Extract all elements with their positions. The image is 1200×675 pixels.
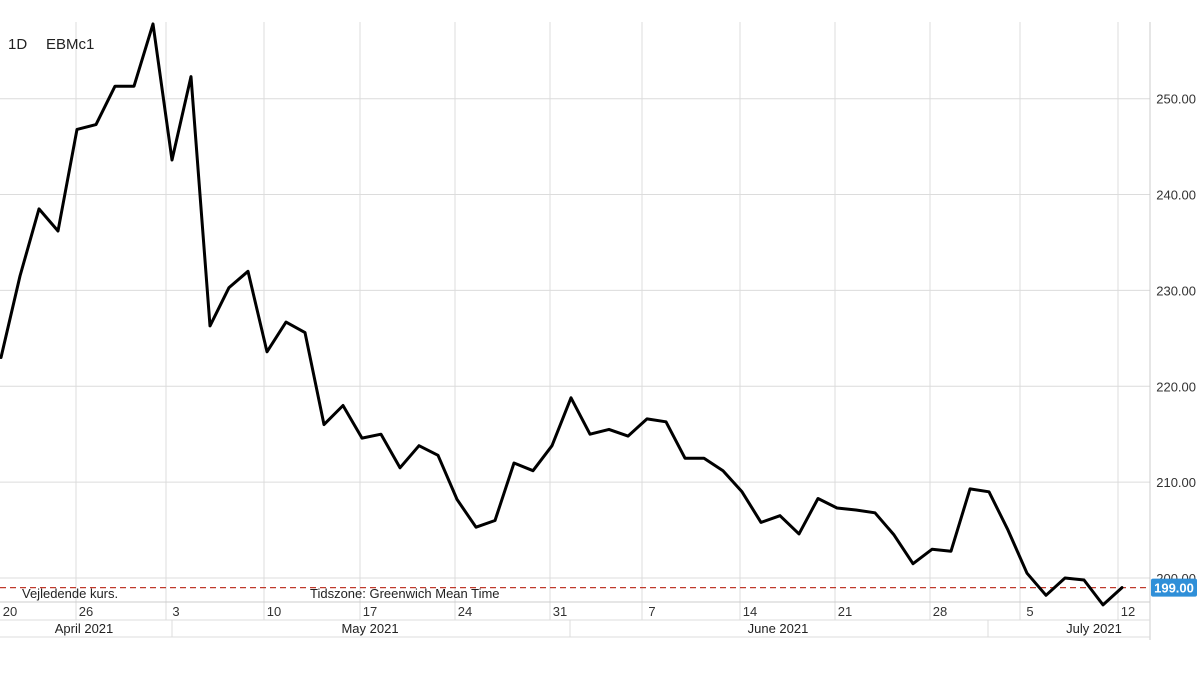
price-series-line xyxy=(0,22,1124,607)
timezone-note: Tidszone: Greenwich Mean Time xyxy=(310,586,500,601)
vertical-gridlines xyxy=(75,22,1119,620)
x-tick-label: 24 xyxy=(458,604,472,619)
symbol-label[interactable]: EBMc1 xyxy=(46,36,94,53)
horizontal-gridlines xyxy=(0,98,1150,579)
x-tick-label: 21 xyxy=(838,604,852,619)
x-tick-label: 3 xyxy=(172,604,179,619)
month-label: July 2021 xyxy=(1066,621,1122,636)
x-tick-label: 10 xyxy=(267,604,281,619)
x-tick-label: 17 xyxy=(363,604,377,619)
month-label: April 2021 xyxy=(55,621,114,636)
y-tick-label: 210.00 xyxy=(1156,475,1196,490)
month-label: May 2021 xyxy=(341,621,398,636)
x-tick-label: 12 xyxy=(1121,604,1135,619)
y-tick-label: 220.00 xyxy=(1156,379,1196,394)
current-value-label: 199.00 xyxy=(1154,581,1194,596)
x-tick-label: 5 xyxy=(1026,604,1033,619)
x-tick-label: 20 xyxy=(3,604,17,619)
indicative-price-note: Vejledende kurs. xyxy=(22,586,118,601)
interval-label[interactable]: 1D xyxy=(8,36,27,53)
x-axis-labels: 20 26 3 10 17 24 31 7 14 21 28 5 12 xyxy=(3,604,1135,619)
month-axis-labels: April 2021 May 2021 June 2021 July 2021 xyxy=(55,620,1122,637)
month-label: June 2021 xyxy=(748,621,809,636)
y-tick-label: 250.00 xyxy=(1156,92,1196,107)
x-tick-label: 7 xyxy=(648,604,655,619)
y-tick-label: 230.00 xyxy=(1156,283,1196,298)
x-tick-label: 28 xyxy=(933,604,947,619)
y-tick-label: 240.00 xyxy=(1156,188,1196,203)
x-tick-label: 26 xyxy=(79,604,93,619)
x-tick-label: 14 xyxy=(743,604,757,619)
current-value-badge xyxy=(1151,578,1197,597)
x-tick-label: 31 xyxy=(553,604,567,619)
